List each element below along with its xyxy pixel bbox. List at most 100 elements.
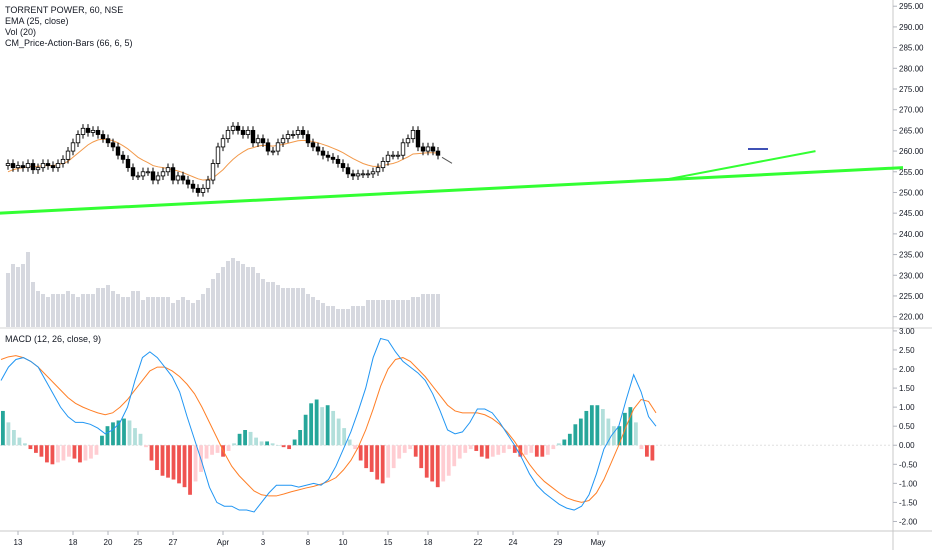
- time-tick-label: 24: [509, 538, 518, 547]
- volume-bar: [51, 294, 55, 327]
- macd-histogram-bar: [331, 410, 336, 446]
- macd-line: [0, 337, 657, 513]
- macd-histogram-bar: [419, 445, 424, 469]
- candle-body: [10, 163, 16, 169]
- volume-bar: [336, 309, 340, 327]
- volume-bar: [426, 294, 430, 327]
- volume-bar: [371, 300, 375, 327]
- macd-histogram-bar: [166, 445, 170, 478]
- candle-body: [365, 173, 371, 176]
- volume-bar: [431, 294, 435, 327]
- macd-histogram-bar: [39, 445, 44, 457]
- volume-bar: [181, 297, 185, 327]
- macd-histogram-bar: [567, 433, 572, 446]
- macd-histogram-bar: [452, 445, 457, 467]
- candle-body: [430, 146, 436, 152]
- volume-bar: [241, 264, 245, 327]
- macd-histogram-bar: [133, 428, 137, 446]
- macd-histogram-bar: [600, 409, 605, 446]
- candle-body: [325, 154, 331, 158]
- macd-histogram-bar: [138, 433, 143, 446]
- macd-histogram-bar: [589, 405, 594, 446]
- macd-histogram-bar: [12, 430, 16, 446]
- macd-histogram-bar: [628, 407, 633, 446]
- macd-histogram-bar: [424, 445, 429, 478]
- volume-bar: [351, 306, 355, 327]
- macd-histogram-bar: [496, 445, 501, 455]
- macd-histogram-bar: [457, 445, 462, 459]
- candle-body: [175, 175, 181, 181]
- volume-bar: [156, 297, 160, 327]
- volume-bar: [276, 285, 280, 327]
- volume-bar: [206, 288, 210, 327]
- candle-body: [170, 167, 176, 181]
- volume-bar: [261, 279, 265, 327]
- candle-body: [220, 138, 226, 148]
- volume-bar: [196, 300, 200, 327]
- volume-bar: [171, 303, 175, 327]
- candle-body: [245, 129, 251, 135]
- price-legend: TORRENT POWER, 60, NSE EMA (25, close) V…: [5, 5, 133, 49]
- candle-body: [125, 158, 131, 169]
- arrow-annotation: [441, 156, 453, 164]
- macd-tick-label: 3.00: [899, 327, 915, 336]
- time-tick-label: 18: [69, 538, 78, 547]
- macd-histogram-bar: [402, 445, 407, 453]
- macd-histogram-bar: [259, 441, 264, 446]
- time-tick-label: 3: [261, 538, 266, 547]
- macd-histogram-bar: [111, 422, 115, 446]
- candle-body: [185, 179, 191, 185]
- candle-body: [270, 150, 276, 153]
- volume-bar: [356, 306, 360, 327]
- volume-bar: [191, 303, 195, 327]
- macd-histogram-bar: [562, 439, 567, 446]
- volume-bar: [121, 297, 125, 327]
- candle-body: [45, 163, 51, 166]
- macd-histogram-bar: [386, 445, 391, 478]
- price-tick-label: 250.00: [899, 188, 924, 197]
- macd-histogram-bar: [72, 445, 77, 459]
- time-tick-label: 27: [169, 538, 178, 547]
- volume-bar: [421, 294, 425, 327]
- macd-tick-label: 1.50: [899, 384, 915, 393]
- macd-histogram-bar: [188, 445, 192, 495]
- macd-histogram-bar: [353, 445, 358, 450]
- candle-body: [180, 175, 186, 181]
- candle-body: [135, 175, 141, 178]
- macd-tick-label: 2.00: [899, 365, 915, 374]
- candle-body: [165, 167, 171, 173]
- candle-body: [405, 138, 411, 144]
- price-tick-label: 230.00: [899, 271, 924, 280]
- volume-bar: [396, 300, 400, 327]
- candle-body: [140, 171, 146, 177]
- macd-histogram-bar: [28, 445, 33, 450]
- macd-histogram-bar: [303, 414, 308, 446]
- volume-bar: [226, 261, 230, 327]
- price-tick-label: 240.00: [899, 230, 924, 239]
- candle-body: [410, 129, 416, 140]
- candle-body: [150, 171, 156, 181]
- candle-body: [20, 165, 26, 169]
- candle-body: [340, 163, 346, 169]
- volume-bar: [116, 294, 120, 327]
- macd-histogram-bar: [78, 445, 82, 463]
- volume-bar: [211, 279, 215, 327]
- candle-body: [360, 173, 366, 176]
- macd-histogram-bar: [34, 445, 38, 453]
- candle-body: [240, 129, 246, 135]
- volume-bar: [281, 288, 285, 327]
- macd-histogram-bar: [342, 428, 347, 446]
- price-tick-label: 265.00: [899, 126, 924, 135]
- volume-bar: [271, 282, 275, 327]
- candle-body: [25, 163, 31, 169]
- candle-body: [30, 163, 36, 171]
- volume-bar: [16, 267, 20, 327]
- macd-tick-label: 1.00: [899, 403, 915, 412]
- candle-body: [335, 158, 341, 164]
- volume-bar: [21, 264, 25, 327]
- volume-bar: [381, 300, 385, 327]
- macd-histogram-bar: [463, 445, 468, 453]
- macd-histogram-bar: [529, 445, 534, 453]
- volume-bar: [416, 297, 420, 327]
